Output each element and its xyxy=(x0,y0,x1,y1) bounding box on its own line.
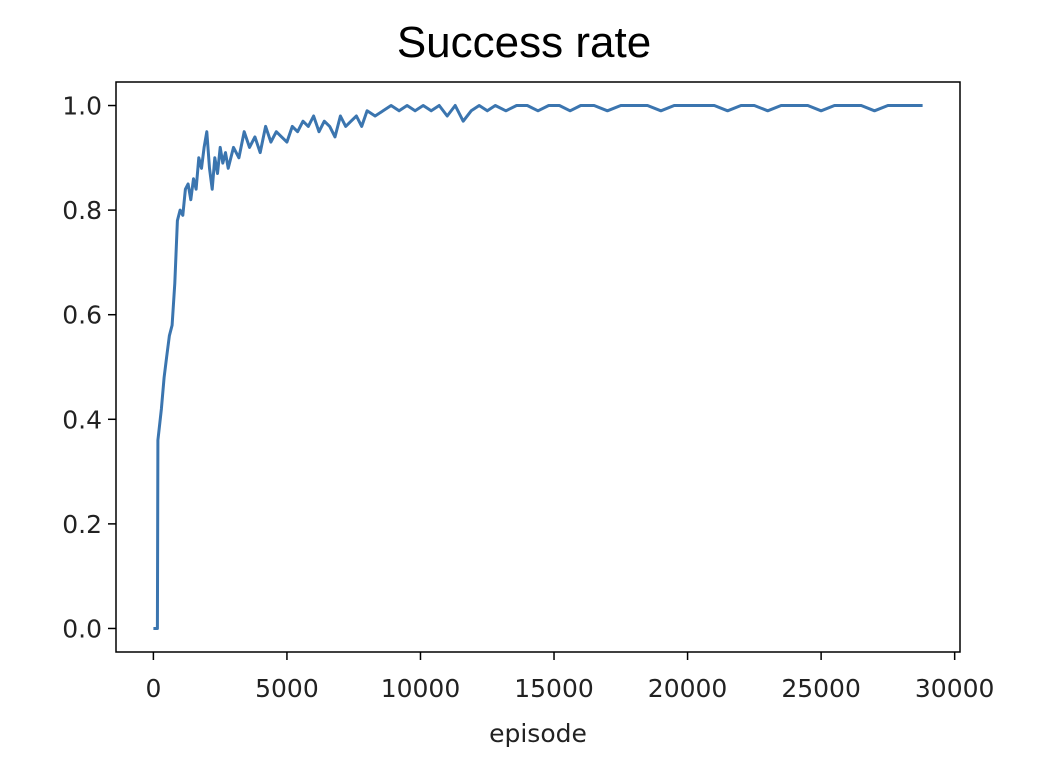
y-axis-ticks: 0.0 0.2 0.4 0.6 0.8 1.0 xyxy=(62,92,116,643)
chart-title: Success rate xyxy=(396,18,652,67)
x-axis-ticks: 0 5000 10000 15000 20000 25000 30000 xyxy=(145,652,994,703)
y-tick-label: 0.0 xyxy=(62,614,102,643)
y-tick-label: 1.0 xyxy=(62,92,102,121)
y-tick-label: 0.2 xyxy=(62,510,102,539)
series-layer xyxy=(153,104,923,630)
series-line xyxy=(153,104,923,630)
x-tick-label: 25000 xyxy=(781,674,861,703)
x-tick-label: 15000 xyxy=(514,674,594,703)
x-tick-label: 30000 xyxy=(915,674,995,703)
y-tick-label: 0.6 xyxy=(62,301,102,330)
y-tick-label: 0.4 xyxy=(62,405,102,434)
x-axis-label: episode xyxy=(489,719,587,748)
y-tick-label: 0.8 xyxy=(62,196,102,225)
plot-frame xyxy=(115,81,961,653)
x-tick-label: 20000 xyxy=(648,674,728,703)
x-tick-label: 0 xyxy=(145,674,161,703)
x-tick-label: 10000 xyxy=(381,674,461,703)
x-tick-label: 5000 xyxy=(255,674,319,703)
